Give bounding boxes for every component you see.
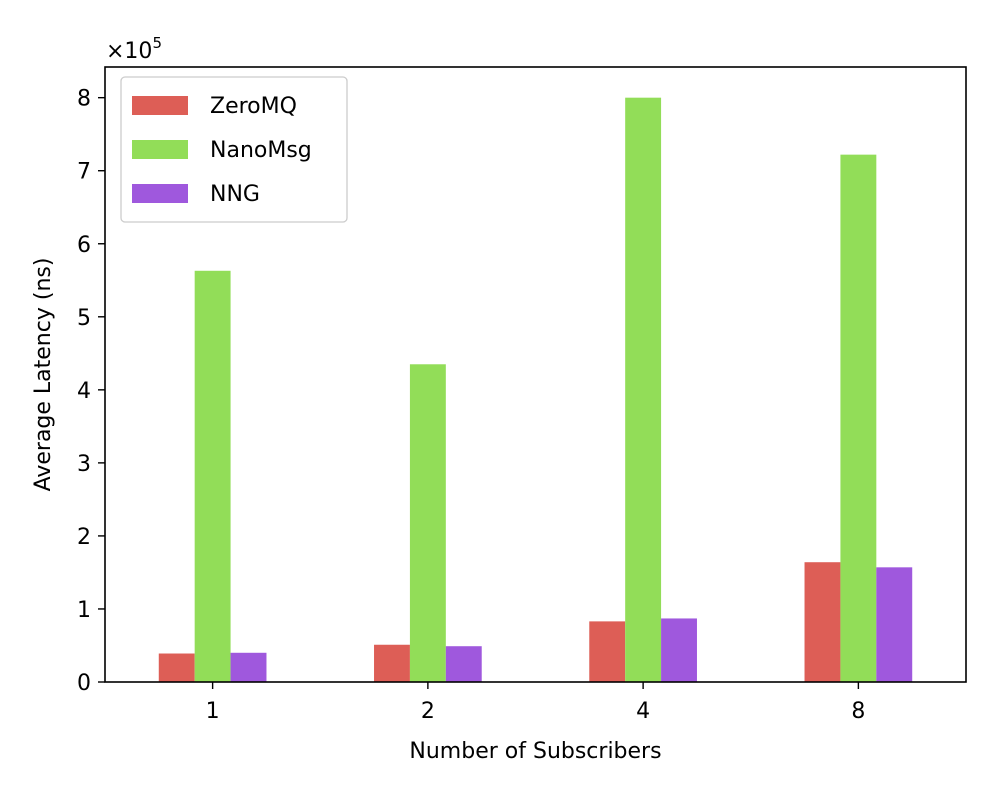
bar-nanomsg-1 [194, 270, 231, 682]
y-scale-multiplier-exponent: 5 [152, 34, 162, 52]
bar-nng-4 [661, 618, 697, 682]
y-tick-label: 4 [77, 379, 91, 404]
x-tick-label: 2 [421, 699, 435, 724]
legend-swatch-nng [132, 184, 188, 203]
y-scale-multiplier-base: ×10 [106, 39, 152, 64]
bar-nng-1 [230, 652, 267, 682]
legend: ZeroMQ NanoMsg NNG [120, 76, 348, 223]
y-tick-label: 1 [77, 598, 91, 623]
y-scale-multiplier: ×105 [106, 34, 162, 64]
bar-nanomsg-8 [840, 154, 877, 683]
bar-nng-2 [445, 646, 482, 682]
bar-zeromq-2 [374, 644, 410, 682]
bar-zeromq-1 [158, 653, 195, 682]
x-axis-label: Number of Subscribers [409, 739, 661, 764]
legend-label-nanomsg: NanoMsg [210, 138, 312, 163]
bars-group [158, 97, 913, 683]
bar-nanomsg-2 [409, 364, 446, 682]
y-tick-label: 6 [77, 233, 91, 258]
legend-label-zeromq: ZeroMQ [210, 94, 297, 119]
y-axis-label: Average Latency (ns) [31, 258, 56, 492]
x-tick-label: 1 [206, 699, 220, 724]
legend-label-nng: NNG [210, 182, 260, 207]
y-tick-label: 2 [77, 525, 91, 550]
x-axis: 1 2 4 8 [206, 682, 865, 724]
y-tick-label: 3 [77, 452, 91, 477]
legend-swatch-nanomsg [132, 140, 188, 159]
y-axis: 0 1 2 3 4 5 6 7 8 [77, 87, 105, 696]
legend-swatch-zeromq [132, 96, 188, 115]
y-tick-label: 5 [77, 306, 91, 331]
bar-zeromq-8 [804, 562, 841, 682]
y-tick-label: 7 [77, 160, 91, 185]
bar-zeromq-4 [589, 621, 626, 682]
y-tick-label: 8 [77, 87, 91, 112]
y-tick-label: 0 [77, 671, 91, 696]
bar-nanomsg-4 [625, 97, 662, 683]
plot-frame [104, 66, 967, 683]
x-tick-label: 8 [851, 699, 865, 724]
bar-nng-8 [876, 567, 913, 682]
x-tick-label: 4 [636, 699, 650, 724]
